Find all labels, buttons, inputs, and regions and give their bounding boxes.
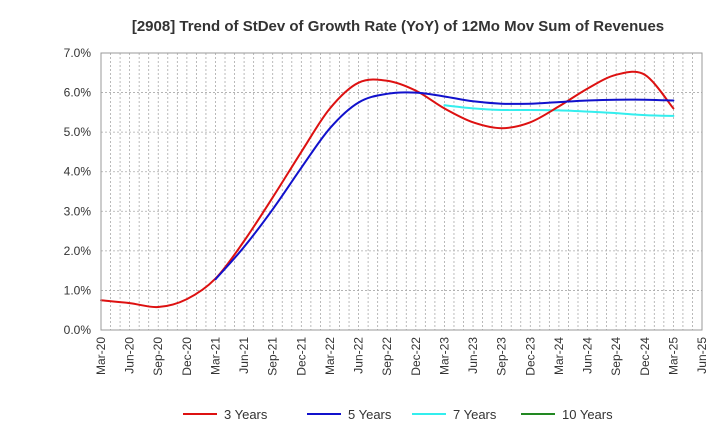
y-tick-label: 0.0% [64,323,92,337]
x-tick-label: Sep-22 [380,337,394,376]
y-axis: 0.0% 1.0% 2.0% 3.0% 4.0% 5.0% 6.0% 7.0% [64,46,92,337]
plot-area-border [100,52,703,331]
series-lines [100,70,675,309]
y-tick-label: 7.0% [64,46,92,60]
series-line-7-years [443,104,675,117]
legend-label: 7 Years [453,407,497,422]
x-tick-label: Mar-23 [437,337,451,375]
x-tick-label: Dec-20 [180,337,194,376]
x-tick-label: Dec-24 [638,337,652,376]
legend-label: 3 Years [224,407,268,422]
x-tick-label: Dec-21 [294,337,308,376]
y-tick-label: 3.0% [64,204,92,218]
y-tick-label: 5.0% [64,125,92,139]
x-tick-label: Sep-24 [609,337,623,376]
y-tick-label: 1.0% [64,283,92,297]
x-tick-label: Sep-23 [495,337,509,376]
x-tick-label: Mar-24 [552,337,566,375]
x-tick-label: Mar-20 [94,337,108,375]
x-tick-label: Jun-20 [123,337,137,374]
x-tick-label: Dec-23 [523,337,537,376]
x-tick-label: Sep-20 [151,337,165,376]
x-tick-label: Jun-24 [581,337,595,374]
y-tick-label: 4.0% [64,165,92,179]
x-tick-label: Mar-21 [208,337,222,375]
legend: 3 Years 5 Years 7 Years 10 Years [183,407,613,422]
x-tick-label: Jun-21 [237,337,251,374]
legend-label: 5 Years [348,407,392,422]
x-tick-label: Dec-22 [409,337,423,376]
y-tick-label: 6.0% [64,86,92,100]
x-tick-label: Jun-22 [352,337,366,374]
x-tick-label: Mar-25 [666,337,680,375]
series-line-5-years [214,91,675,281]
grid [100,52,703,331]
x-tick-label: Jun-23 [466,337,480,374]
y-tick-label: 2.0% [64,244,92,258]
x-axis: Mar-20 Jun-20 Sep-20 Dec-20 Mar-21 Jun-21 Sep-… [94,337,709,376]
chart-title: [2908] Trend of StDev of Growth Rate (Yo… [132,18,664,35]
series-line-3-years [100,70,675,309]
legend-label: 10 Years [562,407,613,422]
x-tick-label: Jun-25 [695,337,709,374]
x-tick-label: Sep-21 [266,337,280,376]
x-tick-label: Mar-22 [323,337,337,375]
